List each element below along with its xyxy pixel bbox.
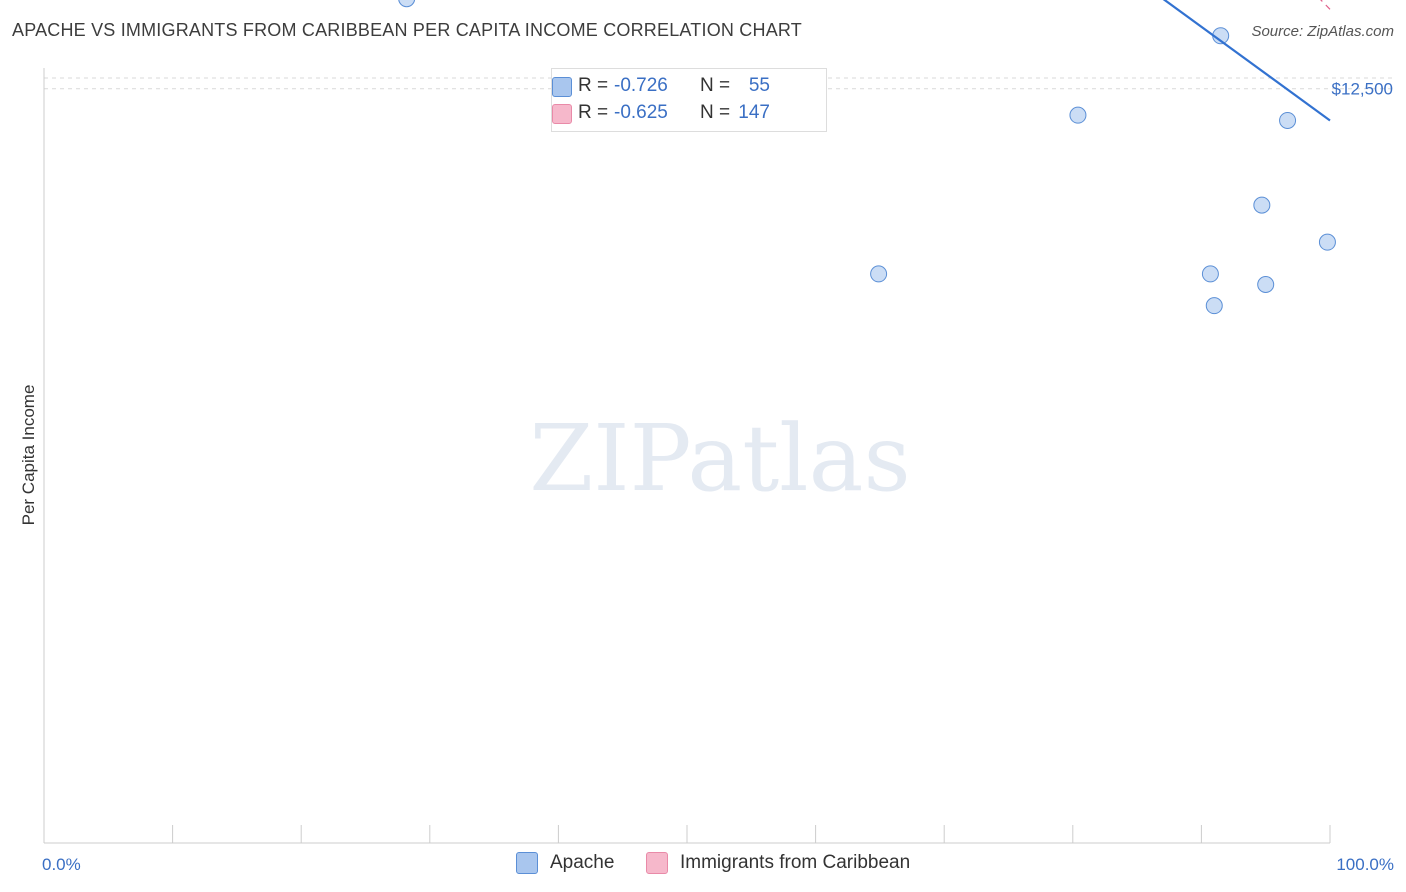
- chart-title: APACHE VS IMMIGRANTS FROM CARIBBEAN PER …: [12, 20, 802, 40]
- y-axis-title: Per Capita Income: [19, 385, 38, 526]
- n-label: N =: [700, 102, 731, 123]
- x-tick-label-max: 100.0%: [1336, 855, 1394, 874]
- r-label: R =: [578, 75, 609, 96]
- x-tick-label-min: 0.0%: [42, 855, 81, 874]
- y-axis-labels: $12,500$25,000$37,500$50,000: [1332, 80, 1393, 99]
- caribbean-trend-extension: [1320, 0, 1331, 10]
- n-label: N =: [700, 75, 731, 96]
- r-value: -0.625: [614, 102, 668, 123]
- y-tick-label: $12,500: [1332, 80, 1393, 99]
- apache-point: [1318, 233, 1336, 251]
- r-value: -0.726: [614, 75, 668, 96]
- r-label: R =: [578, 102, 609, 123]
- correlation-legend: R = -0.726 N = 55 R = -0.625 N = 147: [551, 68, 827, 132]
- apache-point: [1279, 111, 1297, 129]
- source-label: Source: ZipAtlas.com: [1251, 23, 1394, 40]
- legend-item-caribbean: Immigrants from Caribbean: [646, 852, 910, 874]
- watermark: ZIPatlas: [529, 405, 910, 512]
- legend-label: Immigrants from Caribbean: [680, 852, 911, 873]
- apache-point: [870, 265, 888, 283]
- apache-point: [398, 0, 416, 8]
- apache-points: [398, 0, 1336, 315]
- apache-point: [1257, 276, 1275, 294]
- n-value: 147: [738, 102, 770, 123]
- apache-point: [1069, 106, 1087, 124]
- apache-point: [1253, 196, 1271, 214]
- caribbean-swatch: [646, 852, 668, 874]
- series-legend: Apache Immigrants from Caribbean: [0, 852, 1406, 878]
- legend-row-apache: R = -0.726 N = 55: [552, 73, 770, 99]
- n-value: 55: [748, 75, 770, 96]
- apache-point: [1201, 265, 1219, 283]
- apache-point: [1205, 297, 1223, 315]
- legend-label: Apache: [550, 852, 615, 873]
- caribbean-swatch: [552, 104, 572, 124]
- apache-swatch: [516, 852, 538, 874]
- axes: [43, 68, 1331, 844]
- legend-row-caribbean: R = -0.625 N = 147: [552, 100, 770, 126]
- apache-swatch: [552, 77, 572, 97]
- legend-item-apache: Apache: [516, 852, 614, 874]
